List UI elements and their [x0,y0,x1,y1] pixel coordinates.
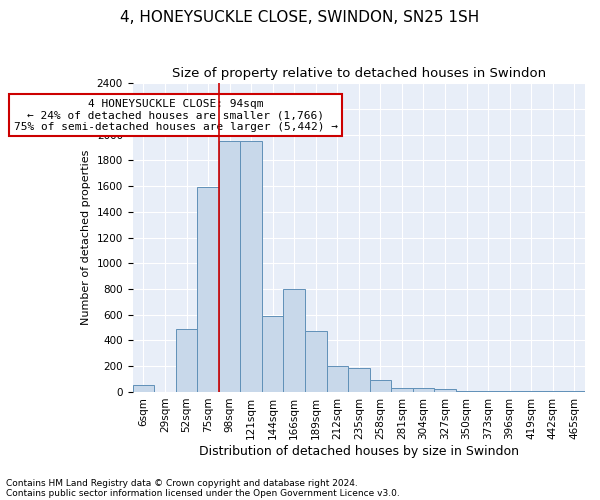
Title: Size of property relative to detached houses in Swindon: Size of property relative to detached ho… [172,68,546,80]
Bar [456,390,478,392]
Bar [262,316,283,392]
Bar [326,366,348,392]
Text: 4, HONEYSUCKLE CLOSE, SWINDON, SN25 1SH: 4, HONEYSUCKLE CLOSE, SWINDON, SN25 1SH [121,10,479,25]
Bar [133,385,154,392]
Text: Contains public sector information licensed under the Open Government Licence v3: Contains public sector information licen… [6,488,400,498]
Bar [434,390,456,392]
Bar [219,141,241,392]
Bar [283,289,305,392]
Y-axis label: Number of detached properties: Number of detached properties [81,150,91,325]
Text: Contains HM Land Registry data © Crown copyright and database right 2024.: Contains HM Land Registry data © Crown c… [6,478,358,488]
Bar [391,388,413,392]
Bar [348,368,370,392]
Bar [197,188,219,392]
Bar [305,332,326,392]
Text: 4 HONEYSUCKLE CLOSE: 94sqm
← 24% of detached houses are smaller (1,766)
75% of s: 4 HONEYSUCKLE CLOSE: 94sqm ← 24% of deta… [14,98,338,132]
Bar [176,329,197,392]
X-axis label: Distribution of detached houses by size in Swindon: Distribution of detached houses by size … [199,444,519,458]
Bar [413,388,434,392]
Bar [241,141,262,392]
Bar [370,380,391,392]
